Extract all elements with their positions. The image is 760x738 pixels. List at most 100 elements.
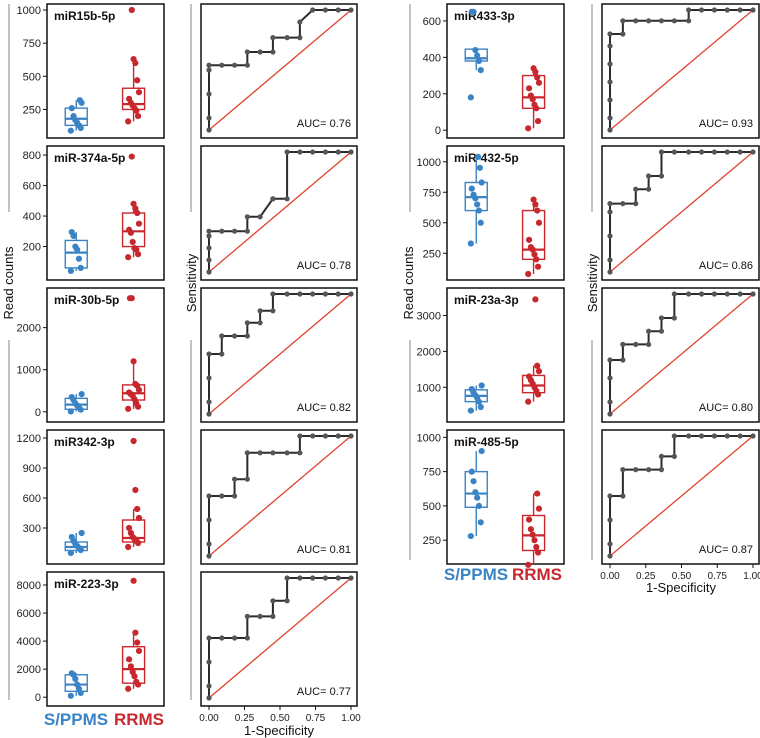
roc-point	[297, 450, 303, 456]
roc-point	[206, 659, 212, 665]
roc-point	[231, 635, 238, 641]
data-point	[467, 532, 474, 540]
roc-point	[322, 7, 329, 13]
y-tick-label: 1000	[417, 157, 441, 169]
roc-diagonal	[609, 293, 754, 415]
data-point	[478, 447, 485, 455]
data-point	[126, 295, 134, 302]
y-tick-label: 1000	[417, 432, 441, 444]
roc-point	[257, 308, 263, 314]
data-point	[130, 577, 137, 584]
group-rrms	[121, 437, 146, 551]
roc-point	[620, 18, 626, 24]
data-point	[529, 531, 536, 538]
auc-label: AUC= 0.86	[699, 260, 753, 272]
data-point	[472, 46, 479, 54]
data-point	[468, 185, 475, 192]
roc-point	[607, 411, 613, 417]
x-tick-label: 0.50	[270, 713, 290, 724]
data-point	[525, 516, 533, 523]
data-point	[67, 267, 74, 275]
roc-point	[646, 341, 652, 347]
data-point	[125, 524, 133, 532]
roc-point	[607, 399, 613, 405]
roc-point	[658, 173, 665, 179]
data-point	[135, 514, 143, 522]
data-point	[533, 256, 540, 263]
data-point	[470, 478, 477, 485]
group-sppms	[64, 391, 88, 415]
x-tick-label: 0.25	[636, 571, 656, 582]
x-tick-label: 1.00	[743, 571, 760, 582]
roc-point	[620, 493, 626, 499]
roc-point	[698, 7, 705, 13]
roc-point	[750, 433, 756, 439]
data-point	[525, 85, 533, 92]
data-point	[125, 95, 133, 102]
roc-point	[607, 201, 613, 207]
roc-point	[348, 575, 354, 581]
panel-title: miR433-3p	[454, 9, 515, 23]
y-tick-label: 4000	[17, 636, 41, 648]
roc-point	[750, 149, 756, 155]
data-point	[531, 251, 538, 258]
roc-point	[620, 357, 626, 363]
group-rrms	[121, 295, 146, 412]
roc-point	[633, 201, 639, 207]
roc-mir-374a-5p: AUC= 0.78	[200, 145, 358, 281]
roc-point	[231, 476, 238, 482]
roc-point	[658, 467, 665, 473]
roc-point	[633, 467, 639, 473]
y-tick-label: 750	[423, 187, 441, 199]
roc-point	[231, 62, 238, 68]
data-point	[530, 65, 537, 72]
roc-point	[206, 228, 212, 234]
roc-point	[737, 7, 743, 13]
data-point	[467, 407, 474, 414]
roc-point	[206, 517, 212, 523]
roc-point	[219, 333, 225, 339]
panel-title: miR-30b-5p	[54, 293, 119, 307]
data-point	[525, 561, 532, 568]
roc-point	[633, 18, 639, 24]
data-point	[125, 405, 132, 412]
roc-point	[297, 149, 303, 155]
data-point	[525, 373, 533, 380]
y-tick-label: 1000	[17, 5, 41, 17]
roc-point	[671, 315, 677, 321]
y-tick-label: 400	[23, 211, 41, 223]
data-point	[68, 228, 75, 236]
roc-point	[686, 291, 692, 297]
roc-point	[297, 19, 303, 25]
roc-point	[686, 18, 692, 24]
roc-point	[322, 575, 329, 581]
y-tick-label: 6000	[17, 608, 41, 620]
panel-title: miR-23a-3p	[454, 293, 519, 307]
x-tick-label: 0.75	[306, 713, 326, 724]
y-tick-label: 3000	[417, 311, 441, 323]
data-point	[134, 639, 141, 646]
roc-point	[335, 433, 341, 439]
roc-mir15b-5p: AUC= 0.76	[200, 3, 358, 139]
y-tick-label: 600	[23, 493, 41, 505]
x-tick-label: 0.00	[199, 713, 219, 724]
roc-point	[257, 450, 263, 456]
data-point	[477, 219, 484, 226]
y-tick-label: 250	[423, 248, 441, 260]
roc-point	[698, 291, 705, 297]
boxplot-frame	[446, 3, 565, 139]
roc-point	[607, 493, 613, 499]
roc-point	[686, 149, 692, 155]
roc-diagonal	[208, 577, 352, 699]
data-point	[129, 238, 136, 246]
roc-point	[335, 575, 341, 581]
data-point	[477, 403, 484, 411]
roc-point	[607, 115, 613, 121]
group-sppms	[64, 529, 88, 557]
legend-group1-right: S/PPMS	[444, 565, 508, 584]
boxplot-mir-432-5p: 250 500 750 1000 miR-432-5p	[417, 145, 565, 281]
data-point	[125, 254, 132, 261]
data-point	[474, 52, 481, 59]
roc-point	[310, 7, 316, 13]
